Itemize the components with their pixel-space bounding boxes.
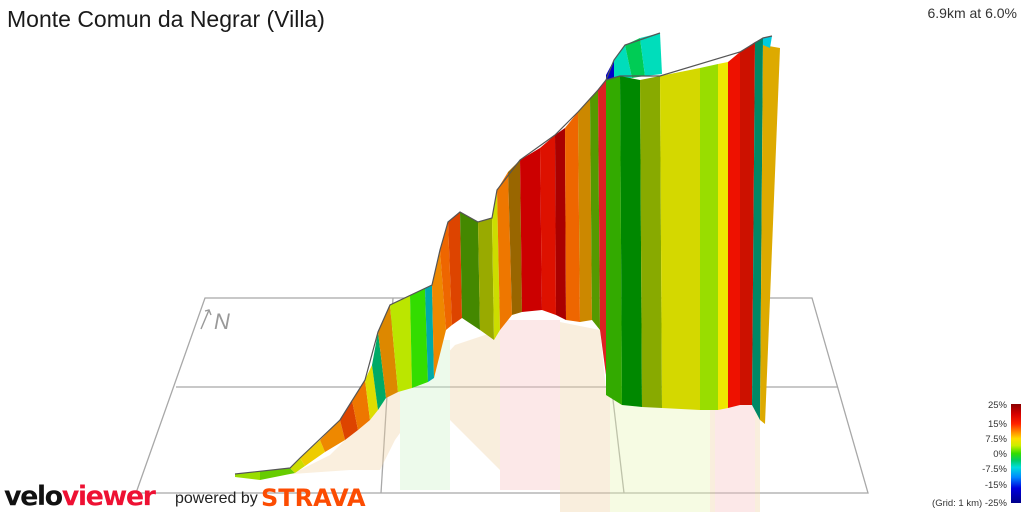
grid-scale-note: (Grid: 1 km) bbox=[932, 498, 983, 509]
powered-by-text: powered by bbox=[175, 490, 258, 507]
logo-velo-text: velo bbox=[4, 481, 63, 512]
legend-label-neg-15: -15% bbox=[984, 480, 1007, 491]
legend-label-15: 15% bbox=[987, 419, 1007, 430]
legend-label-0: 0% bbox=[993, 449, 1007, 460]
profile-top-edge bbox=[234, 32, 773, 475]
legend-label-neg-25: (Grid: 1 km) -25% bbox=[932, 498, 1007, 509]
logo-viewer-text: viewer bbox=[61, 481, 156, 512]
legend-min-value: -25% bbox=[984, 498, 1007, 509]
profile-reflection bbox=[235, 320, 760, 512]
north-arrow-icon bbox=[200, 309, 212, 330]
segment-summary: 6.9km at 6.0% bbox=[927, 5, 1018, 21]
profile-wall bbox=[235, 33, 780, 480]
north-label: N bbox=[214, 309, 230, 334]
gradient-legend: 25% 15% 7.5% 0% -7.5% -15% (Grid: 1 km) … bbox=[900, 398, 1024, 512]
veloviewer-logo[interactable]: veloviewer bbox=[4, 481, 156, 512]
gradient-color-bar bbox=[1011, 404, 1021, 503]
legend-label-7-5: 7.5% bbox=[985, 434, 1007, 445]
strava-logo[interactable]: STRAVA bbox=[261, 484, 366, 512]
segment-title: Monte Comun da Negrar (Villa) bbox=[7, 6, 325, 32]
legend-label-25: 25% bbox=[987, 400, 1007, 411]
legend-label-neg-7-5: -7.5% bbox=[982, 464, 1007, 475]
